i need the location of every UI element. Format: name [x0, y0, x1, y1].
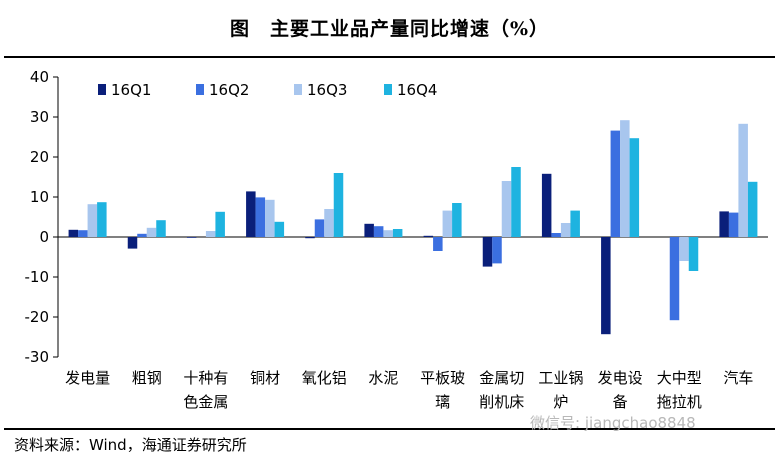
chart-title: 图 主要工业品产量同比增速（%）: [229, 18, 550, 40]
bar-16q4: [333, 173, 344, 237]
y-tick-label: 30: [30, 108, 49, 126]
category-label: 炉: [553, 393, 568, 411]
legend-swatch: [196, 84, 204, 95]
category-label: 色金属: [183, 393, 228, 411]
bar-16q4: [629, 138, 640, 237]
bar-16q1: [541, 173, 552, 237]
bar-16q2: [669, 237, 680, 321]
category-label: 十种有: [183, 369, 228, 387]
bar-16q4: [97, 202, 107, 237]
bar-16q3: [87, 204, 98, 237]
bar-16q2: [728, 212, 739, 237]
category-label: 削机床: [479, 393, 524, 411]
bar-16q1: [305, 237, 315, 239]
legend-swatch: [98, 84, 106, 95]
category-label: 汽车: [723, 369, 753, 387]
bar-16q4: [274, 221, 285, 237]
legend-label: 16Q2: [209, 81, 249, 99]
category-label: 氧化铝: [302, 369, 347, 387]
category-label: 备: [613, 393, 628, 411]
bar-16q1: [364, 223, 374, 237]
bar-16q4: [452, 203, 462, 237]
y-tick-label: 0: [39, 228, 49, 246]
bar-16q4: [511, 167, 521, 237]
bar-16q2: [492, 237, 502, 264]
bar-16q1: [246, 191, 256, 237]
category-label: 水泥: [368, 369, 398, 387]
bar-16q2: [255, 197, 266, 237]
bars: [68, 120, 758, 335]
y-tick-label: 40: [30, 68, 49, 86]
axes: 40 30 20 10 0 -10 -20 -30: [25, 68, 768, 366]
bar-16q3: [442, 210, 453, 237]
bar-16q4: [688, 237, 699, 271]
bar-16q2: [137, 233, 147, 237]
bar-16q2: [373, 226, 384, 237]
bar-16q3: [205, 231, 216, 237]
bar-16q4: [392, 229, 403, 237]
bar-16q1: [601, 237, 611, 335]
bar-16q3: [738, 123, 748, 237]
bar-16q1: [719, 211, 729, 237]
bar-16q3: [324, 209, 334, 237]
bar-16q4: [747, 181, 758, 237]
category-label: 发电量: [65, 369, 110, 387]
category-label: 铜材: [250, 369, 280, 387]
legend-label: 16Q4: [397, 81, 437, 99]
y-tick-label: -20: [25, 308, 50, 326]
bar-16q2: [433, 237, 443, 251]
y-tick-label: 10: [30, 188, 49, 206]
bar-16q1: [186, 237, 197, 238]
legend-label: 16Q3: [307, 81, 347, 99]
legend-label: 16Q1: [111, 81, 151, 99]
bar-16q3: [560, 223, 571, 237]
category-label: 璃: [435, 393, 450, 411]
legend-swatch: [384, 84, 392, 95]
bar-16q2: [551, 233, 561, 237]
y-tick-label: -30: [25, 348, 50, 366]
y-tick-label: -10: [25, 268, 50, 286]
category-label: 平板玻: [420, 369, 465, 387]
bar-16q2: [610, 130, 621, 237]
bar-16q1: [423, 235, 434, 237]
source-note: 资料来源：Wind，海通证券研究所: [14, 436, 247, 454]
bar-16q3: [501, 181, 512, 237]
bar-16q3: [620, 120, 630, 237]
category-label: 工业锅: [538, 369, 583, 387]
bar-16q3: [679, 237, 689, 261]
bar-16q1: [482, 237, 493, 267]
category-label: 粗钢: [132, 369, 162, 387]
bar-16q1: [127, 237, 138, 249]
bar-16q3: [383, 230, 393, 237]
category-label: 拖拉机: [657, 393, 702, 411]
bar-16q3: [265, 199, 275, 237]
bar-16q2: [314, 219, 325, 237]
legend: 16Q1 16Q2 16Q3 16Q4: [98, 81, 437, 99]
bar-16q2: [78, 230, 88, 237]
bar-16q1: [68, 229, 79, 237]
top-rule: [4, 56, 775, 58]
legend-swatch: [294, 84, 302, 95]
category-label: 发电设: [598, 369, 643, 387]
watermark: 微信号: jiangchao8848: [530, 414, 696, 432]
y-tick-label: 20: [30, 148, 49, 166]
bar-16q4: [570, 210, 580, 237]
bar-16q4: [215, 211, 225, 237]
category-label: 大中型: [657, 369, 702, 387]
bottom-rule: [4, 428, 775, 430]
bar-16q4: [156, 220, 166, 237]
chart-svg: 40 30 20 10 0 -10 -20 -30 16Q1 16Q2 16Q3 16Q4 发电量 粗…: [25, 68, 768, 411]
bar-16q3: [146, 227, 157, 237]
category-label: 金属切: [479, 369, 524, 387]
